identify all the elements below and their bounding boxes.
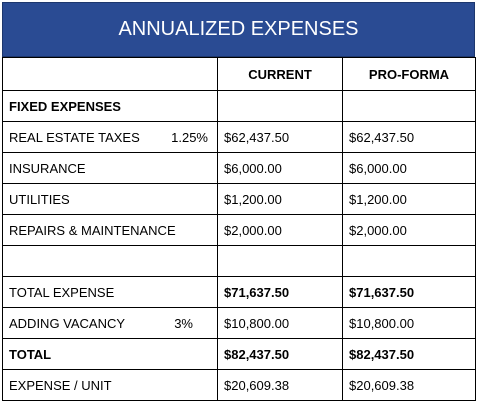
- cell: $71,637.50: [217, 276, 343, 308]
- expenses-table: CURRENT PRO-FORMA FIXED EXPENSES REAL ES…: [2, 57, 476, 401]
- cell: $6,000.00: [342, 152, 476, 184]
- cell: $1,200.00: [342, 183, 476, 215]
- row: TOTAL $82,437.50 $82,437.50: [2, 338, 476, 370]
- row: TOTAL EXPENSE $71,637.50 $71,637.50: [2, 276, 476, 308]
- header-cell: [2, 57, 218, 91]
- cell: [217, 245, 343, 277]
- label-cell: TOTAL EXPENSE: [2, 276, 218, 308]
- cell: [342, 90, 476, 122]
- cell: $20,609.38: [342, 369, 476, 401]
- label-cell: FIXED EXPENSES: [2, 90, 218, 122]
- label-cell: INSURANCE: [2, 152, 218, 184]
- cell: [217, 90, 343, 122]
- row: INSURANCE $6,000.00 $6,000.00: [2, 152, 476, 184]
- label-cell: REPAIRS & MAINTENANCE: [2, 214, 218, 246]
- row: REPAIRS & MAINTENANCE $2,000.00 $2,000.0…: [2, 214, 476, 246]
- label: ADDING VACANCY: [9, 315, 126, 331]
- label-cell: UTILITIES: [2, 183, 218, 215]
- cell: $82,437.50: [217, 338, 343, 370]
- cell: $62,437.50: [217, 121, 343, 153]
- cell: $10,800.00: [342, 307, 476, 339]
- cell: $82,437.50: [342, 338, 476, 370]
- label-cell: ADDING VACANCY 3%: [2, 307, 218, 339]
- rate: 1.25%: [171, 129, 208, 145]
- header-cell: PRO-FORMA: [342, 57, 476, 91]
- cell: $20,609.38: [217, 369, 343, 401]
- row: ADDING VACANCY 3% $10,800.00 $10,800.00: [2, 307, 476, 339]
- cell: $6,000.00: [217, 152, 343, 184]
- expenses-panel: ANNUALIZED EXPENSES CURRENT PRO-FORMA FI…: [2, 2, 476, 401]
- title: ANNUALIZED EXPENSES: [2, 2, 475, 57]
- row: REAL ESTATE TAXES 1.25% $62,437.50 $62,43…: [2, 121, 476, 153]
- cell: $2,000.00: [217, 214, 343, 246]
- cell: $1,200.00: [217, 183, 343, 215]
- row: FIXED EXPENSES: [2, 90, 476, 122]
- header-cell: CURRENT: [217, 57, 343, 91]
- label-cell: TOTAL: [2, 338, 218, 370]
- cell: [2, 245, 218, 277]
- cell: $71,637.50: [342, 276, 476, 308]
- cell: $10,800.00: [217, 307, 343, 339]
- row: EXPENSE / UNIT $20,609.38 $20,609.38: [2, 369, 476, 401]
- cell: $62,437.50: [342, 121, 476, 153]
- cell: [342, 245, 476, 277]
- label-cell: REAL ESTATE TAXES 1.25%: [2, 121, 218, 153]
- rate: 3%: [174, 315, 193, 331]
- row: UTILITIES $1,200.00 $1,200.00: [2, 183, 476, 215]
- blank-row: [2, 245, 476, 277]
- header-row: CURRENT PRO-FORMA: [2, 57, 476, 91]
- label-cell: EXPENSE / UNIT: [2, 369, 218, 401]
- label: REAL ESTATE TAXES: [9, 129, 140, 145]
- cell: $2,000.00: [342, 214, 476, 246]
